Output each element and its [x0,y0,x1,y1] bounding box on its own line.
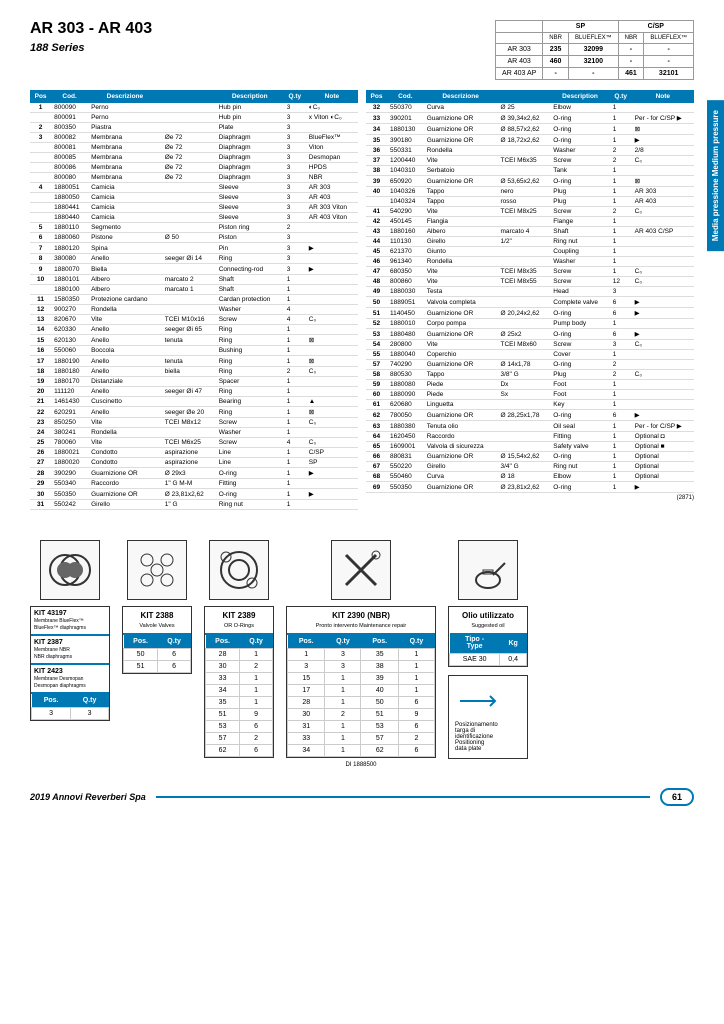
kit-2388-box: KIT 2388Valvole Valves Pos.Q.ty506516 [122,606,192,674]
page-subtitle: 188 Series [30,42,152,54]
kit-2390-box: KIT 2390 (NBR)Pronto intervento Maintena… [286,606,436,758]
page-number: 61 [660,788,694,806]
positioning-note: Posizionamento targa di identificazione … [448,675,528,759]
oil-box: Olio utilizzatoSuggested oil Tipo - Type… [448,606,528,667]
diaphragm-icon [40,540,100,600]
parts-table-right: PosCod.DescrizioneDescriptionQ.tyNote 32… [366,90,694,493]
kit-multi-box: KIT 43197Membrane BlueFlex™BlueFlex™ dia… [30,606,110,721]
footer-text: 2019 Annovi Reverberi Spa [30,792,146,802]
di-code: DI 1888500 [345,762,376,768]
kit-2389-box: KIT 2389OR O-Rings Pos.Q.ty2813023313413… [204,606,274,758]
ref-code: (2871) [366,495,694,501]
parts-table-left: PosCod.DescrizioneDescriptionQ.tyNote 18… [30,90,358,510]
page-title: AR 303 - AR 403 [30,20,152,38]
sp-codes-table: SPC/SP NBRBLUEFLEX™NBRBLUEFLEX™ AR 30323… [495,20,694,80]
side-tab: Media pressione Medium pressure [707,100,724,251]
orings-icon [209,540,269,600]
oil-icon [458,540,518,600]
valves-icon [127,540,187,600]
tools-icon [331,540,391,600]
